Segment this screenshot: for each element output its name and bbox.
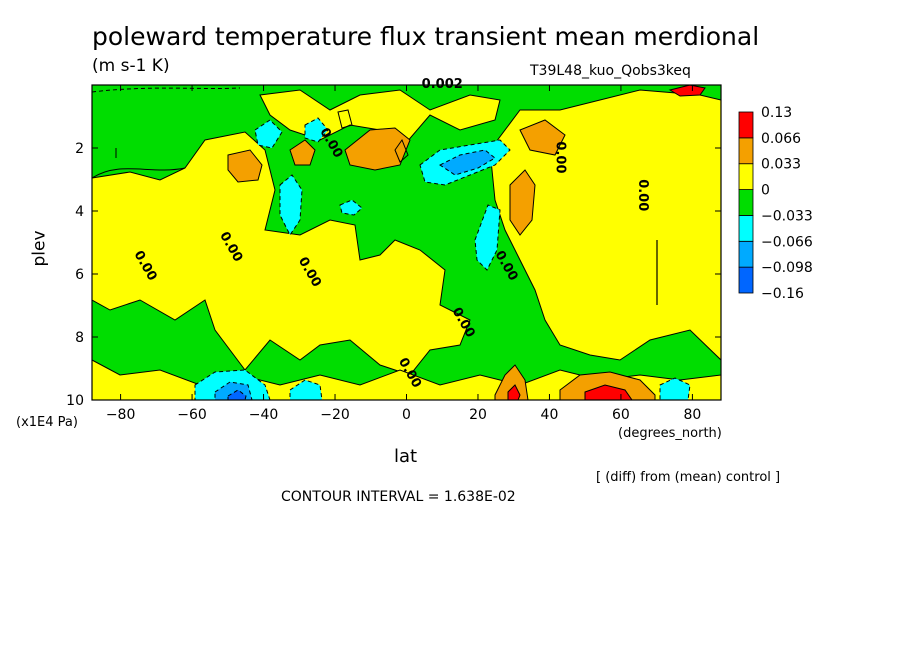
field-region-red-2 [668,85,706,97]
heatmap-field [92,85,721,400]
colorbar-swatch [738,189,754,216]
x-axis-units: (degrees_north) [618,426,722,441]
x-tick-label: −60 [177,407,207,423]
field-region-cyan-5 [304,117,329,143]
y-axis: 2 4 6 8 10 [66,141,721,409]
y-tick-label: 2 [75,141,84,157]
y-tick-label: 8 [75,330,84,346]
y-tick-label: 10 [66,393,84,409]
field-region-cyan-8 [659,377,691,400]
field-region-positive-nh [489,89,721,361]
field-region-red-3 [507,384,521,400]
contour-interval: CONTOUR INTERVAL = 1.638E-02 [281,489,516,505]
field-region-cyan-9 [339,199,363,216]
x-tick-label: 20 [469,407,487,423]
colorbar-label: −0.16 [761,286,804,302]
x-tick-label: 40 [541,407,559,423]
contour-line-4 [92,87,241,93]
x-tick-label: −20 [320,407,350,423]
colorbar-label: −0.033 [761,208,813,224]
colorbar-label: 0.066 [761,131,801,147]
x-tick-label: 80 [683,407,701,423]
colorbar-swatch [738,137,754,165]
contour-label: 0.00 [635,179,650,211]
diff-note: [ (diff) from (mean) control ] [596,470,781,485]
colorbar-label: 0 [761,183,770,199]
x-axis: −80 −60 −40 −20 0 20 40 60 80 [106,85,701,423]
run-name: T39L48_kuo_Qobs3keq [530,63,691,79]
contour-line-5 [394,138,409,163]
field-region-cyan-7 [289,379,323,400]
field-region-blue-3 [227,389,247,400]
field-region-orange-6 [494,364,529,400]
colorbar-label: 0.033 [761,157,801,173]
colorbar-swatch [738,215,754,242]
colorbar-swatch [738,240,754,268]
field-region-orange-1 [344,127,411,171]
contour-label: 0.002 [422,77,463,92]
field-region-red-1 [584,384,633,400]
field-region-cyan-3 [474,204,501,271]
colorbar-swatch [738,111,754,139]
contour-line-1 [92,167,186,179]
chart-units: (m s-1 K) [92,56,170,76]
field-region-orange-2 [227,149,263,183]
y-axis-units: (x1E4 Pa) [16,415,78,430]
y-tick-label: 4 [75,204,84,220]
x-tick-label: 60 [612,407,630,423]
x-tick-label: −40 [249,407,279,423]
x-tick-label: 0 [402,407,411,423]
field-region-cyan-2 [279,174,303,236]
colorbar-swatch [738,163,754,190]
field-region-orange-7 [289,139,316,166]
field-region-cyan-4 [254,119,283,149]
chart-title: poleward temperature flux transient mean… [92,22,760,51]
colorbar-label: −0.066 [761,234,813,250]
contour-line-6 [337,109,353,129]
colorbar: 0.13 0.066 0.033 0 −0.033 −0.066 −0.098 −0.16 [738,105,813,302]
x-axis-label: lat [394,446,418,467]
colorbar-label: −0.098 [761,260,813,276]
colorbar-label: 0.13 [761,105,792,121]
contour-label: 0.00 [553,141,568,173]
colorbar-swatch [738,266,754,294]
y-axis-label: plev [29,230,50,267]
field-region-orange-3 [509,169,536,236]
y-tick-label: 6 [75,267,84,283]
field-region-blue-1 [439,149,496,176]
x-tick-label: −80 [106,407,136,423]
field-region-orange-4 [519,119,566,156]
